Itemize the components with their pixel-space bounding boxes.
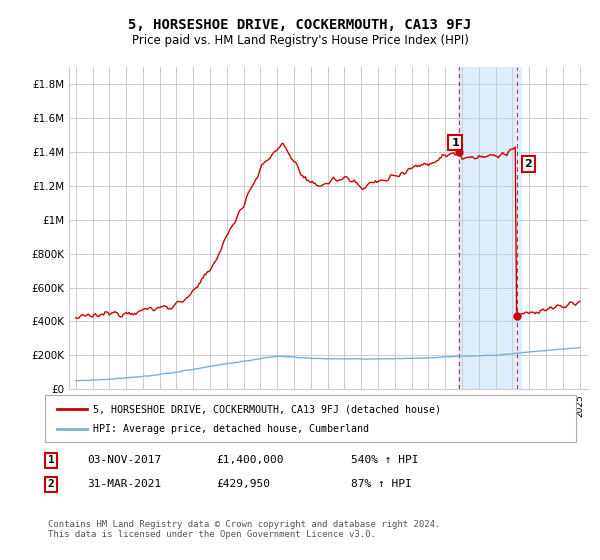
- Text: 87% ↑ HPI: 87% ↑ HPI: [351, 479, 412, 489]
- Text: 5, HORSESHOE DRIVE, COCKERMOUTH, CA13 9FJ (detached house): 5, HORSESHOE DRIVE, COCKERMOUTH, CA13 9F…: [93, 404, 441, 414]
- Text: 1: 1: [451, 138, 459, 148]
- Text: 540% ↑ HPI: 540% ↑ HPI: [351, 455, 419, 465]
- Text: 2: 2: [524, 159, 532, 169]
- Text: 31-MAR-2021: 31-MAR-2021: [87, 479, 161, 489]
- Text: 1: 1: [47, 455, 55, 465]
- Text: £1,400,000: £1,400,000: [216, 455, 284, 465]
- Text: 5, HORSESHOE DRIVE, COCKERMOUTH, CA13 9FJ: 5, HORSESHOE DRIVE, COCKERMOUTH, CA13 9F…: [128, 18, 472, 32]
- Text: Price paid vs. HM Land Registry's House Price Index (HPI): Price paid vs. HM Land Registry's House …: [131, 34, 469, 46]
- Text: 2: 2: [47, 479, 55, 489]
- Text: 03-NOV-2017: 03-NOV-2017: [87, 455, 161, 465]
- Text: £429,950: £429,950: [216, 479, 270, 489]
- Bar: [458, 67, 521, 389]
- Text: HPI: Average price, detached house, Cumberland: HPI: Average price, detached house, Cumb…: [93, 424, 369, 434]
- Text: Contains HM Land Registry data © Crown copyright and database right 2024.
This d: Contains HM Land Registry data © Crown c…: [48, 520, 440, 539]
